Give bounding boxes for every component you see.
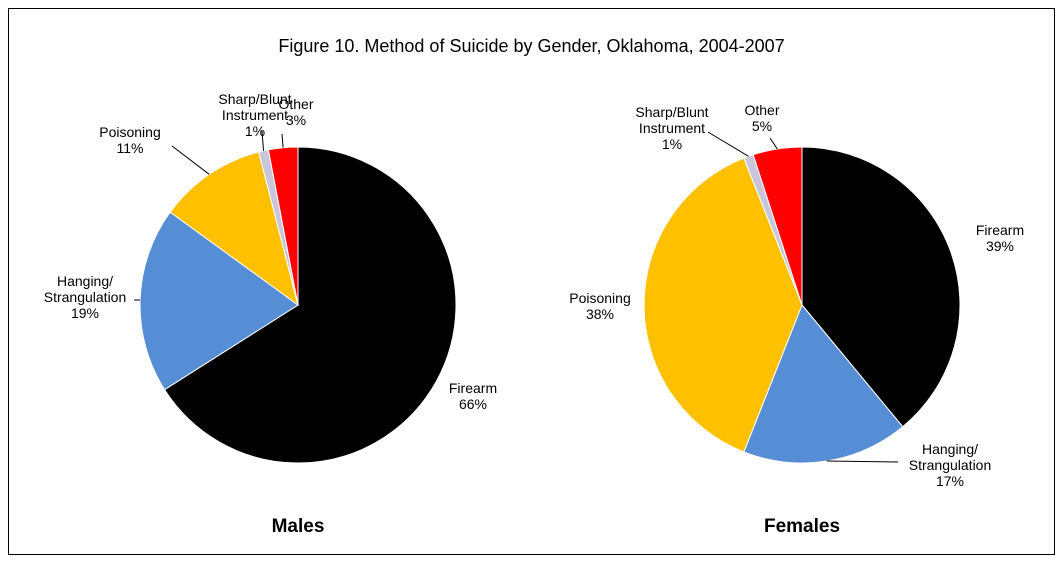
value-label: 1% bbox=[244, 123, 266, 140]
leader-line bbox=[707, 131, 749, 157]
pie-slice bbox=[743, 304, 904, 464]
value-label: 17% bbox=[935, 473, 965, 490]
slice-label: Other 5% bbox=[744, 102, 779, 134]
chart-title: Figure 10. Method of Suicide by Gender, … bbox=[278, 36, 785, 56]
pie-slice bbox=[267, 146, 299, 306]
slice-label: Firearm 66% bbox=[449, 380, 497, 412]
category-label: Hanging/ Strangulation bbox=[908, 440, 992, 473]
value-label: 19% bbox=[70, 305, 100, 322]
category-label: Poisoning bbox=[569, 289, 631, 306]
category-label: Hanging/ Strangulation bbox=[43, 272, 127, 305]
leader-line bbox=[826, 460, 899, 463]
leader-line bbox=[769, 137, 778, 150]
category-label: Other bbox=[744, 101, 780, 118]
value-label: 38% bbox=[585, 306, 615, 322]
leader-line bbox=[261, 130, 265, 151]
slice-label: Poisoning 38% bbox=[569, 290, 631, 322]
leader-line bbox=[171, 145, 210, 175]
value-label: 39% bbox=[985, 238, 1015, 254]
leader-line bbox=[281, 133, 284, 148]
category-label: Firearm bbox=[975, 221, 1025, 238]
pie-label: Males bbox=[271, 516, 325, 537]
value-label: 11% bbox=[116, 140, 144, 156]
slice-label: Other 3% bbox=[278, 96, 313, 128]
category-label: Other bbox=[278, 95, 314, 112]
slice-label: Poisoning 11% bbox=[99, 124, 161, 156]
pie-slice bbox=[801, 146, 961, 428]
slice-label: Hanging/ Strangulation 17% bbox=[909, 441, 992, 489]
category-label: Firearm bbox=[448, 379, 498, 396]
pie-slice bbox=[643, 157, 803, 453]
slice-label: Hanging/ Strangulation 19% bbox=[44, 273, 127, 321]
pie-slice bbox=[163, 146, 457, 464]
pie-slice bbox=[752, 146, 803, 306]
category-label: Sharp/Blunt Instrument bbox=[218, 90, 292, 123]
pie-slice bbox=[169, 151, 299, 307]
category-label: Sharp/Blunt Instrument bbox=[635, 103, 709, 136]
value-label: 66% bbox=[458, 396, 488, 412]
slice-label: Firearm 39% bbox=[976, 222, 1024, 254]
pie-slice bbox=[139, 211, 299, 391]
value-label: 3% bbox=[285, 112, 307, 128]
category-label: Poisoning bbox=[99, 123, 161, 140]
slice-label: Sharp/Blunt Instrument 1% bbox=[218, 91, 291, 139]
pie-label: Females bbox=[763, 516, 841, 537]
value-label: 5% bbox=[751, 118, 773, 134]
value-label: 1% bbox=[661, 136, 683, 153]
slice-label: Sharp/Blunt Instrument 1% bbox=[635, 104, 708, 152]
